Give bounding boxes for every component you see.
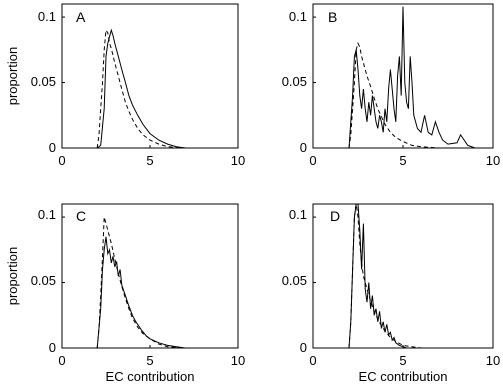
panel-a-frame xyxy=(61,3,239,149)
panel-d-ytick-top: 0.1 xyxy=(289,207,307,222)
panel-a-xtick-10: 10 xyxy=(231,153,245,168)
panel-d: D 0.1 0.05 0 0 5 10 EC contribution xyxy=(282,203,500,384)
panel-b-ytick-mid: 0.05 xyxy=(282,74,307,89)
panel-c-xlabel: EC contribution xyxy=(106,369,195,384)
panel-b-ytick-top: 0.1 xyxy=(289,9,307,24)
panel-a: A 0.1 0.05 0 0 5 10 proportion xyxy=(5,3,245,168)
panel-d-frame xyxy=(312,203,494,349)
panel-b-xtick-10: 10 xyxy=(486,153,500,168)
panel-c-ytick-mid: 0.05 xyxy=(31,273,56,288)
panel-d-letter: D xyxy=(330,208,340,224)
panel-d-xtick-0: 0 xyxy=(309,353,316,368)
panel-a-xtick-5: 5 xyxy=(146,153,153,168)
panel-c-xtick-10: 10 xyxy=(231,353,245,368)
panel-c: C 0.1 0.05 0 0 5 10 proportion EC contri… xyxy=(5,203,245,384)
panel-d-xlabel: EC contribution xyxy=(359,369,448,384)
panel-b-series-solid xyxy=(348,6,493,149)
panel-c-series-solid xyxy=(96,236,238,349)
panel-a-ytick-bottom: 0 xyxy=(49,140,56,155)
panel-a-ytick-mid: 0.05 xyxy=(31,74,56,89)
panel-a-letter: A xyxy=(76,9,86,25)
panel-d-xtick-5: 5 xyxy=(399,353,406,368)
panel-a-series-solid xyxy=(96,28,238,149)
panel-a-series-dashed xyxy=(96,28,238,149)
panel-d-ytick-mid: 0.05 xyxy=(282,273,307,288)
panel-b-letter: B xyxy=(328,9,337,25)
panel-d-series-solid xyxy=(348,203,493,349)
panel-d-xtick-10: 10 xyxy=(486,353,500,368)
panel-c-xtick-0: 0 xyxy=(58,353,65,368)
panel-c-letter: C xyxy=(76,208,86,224)
panel-b: B 0.1 0.05 0 0 5 10 xyxy=(282,3,500,168)
panel-c-ylabel: proportion xyxy=(5,247,20,306)
panel-b-series-dashed xyxy=(348,41,493,149)
panel-b-xtick-0: 0 xyxy=(309,153,316,168)
panel-d-series-dashed xyxy=(348,203,493,349)
panel-b-xtick-5: 5 xyxy=(399,153,406,168)
panel-c-ytick-top: 0.1 xyxy=(38,207,56,222)
panel-a-ylabel: proportion xyxy=(5,47,20,106)
panel-c-series-dashed xyxy=(96,216,238,349)
panel-c-ytick-bottom: 0 xyxy=(49,340,56,355)
panel-c-frame xyxy=(61,203,239,349)
panel-c-xtick-5: 5 xyxy=(146,353,153,368)
panel-d-ytick-bottom: 0 xyxy=(300,340,307,355)
panel-a-xtick-0: 0 xyxy=(58,153,65,168)
panel-b-ytick-bottom: 0 xyxy=(300,140,307,155)
panel-a-ytick-top: 0.1 xyxy=(38,9,56,24)
